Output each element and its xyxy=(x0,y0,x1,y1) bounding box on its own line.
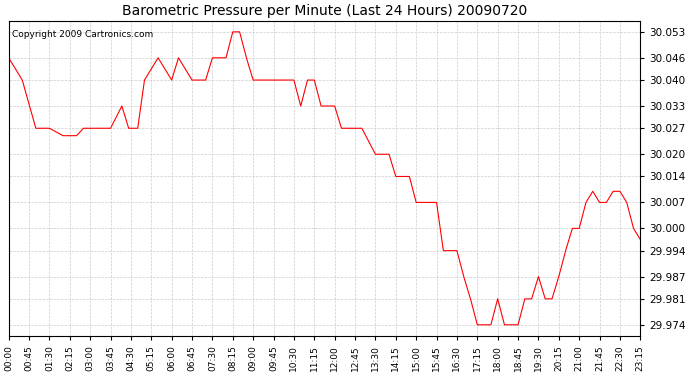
Title: Barometric Pressure per Minute (Last 24 Hours) 20090720: Barometric Pressure per Minute (Last 24 … xyxy=(122,4,527,18)
Text: Copyright 2009 Cartronics.com: Copyright 2009 Cartronics.com xyxy=(12,30,153,39)
